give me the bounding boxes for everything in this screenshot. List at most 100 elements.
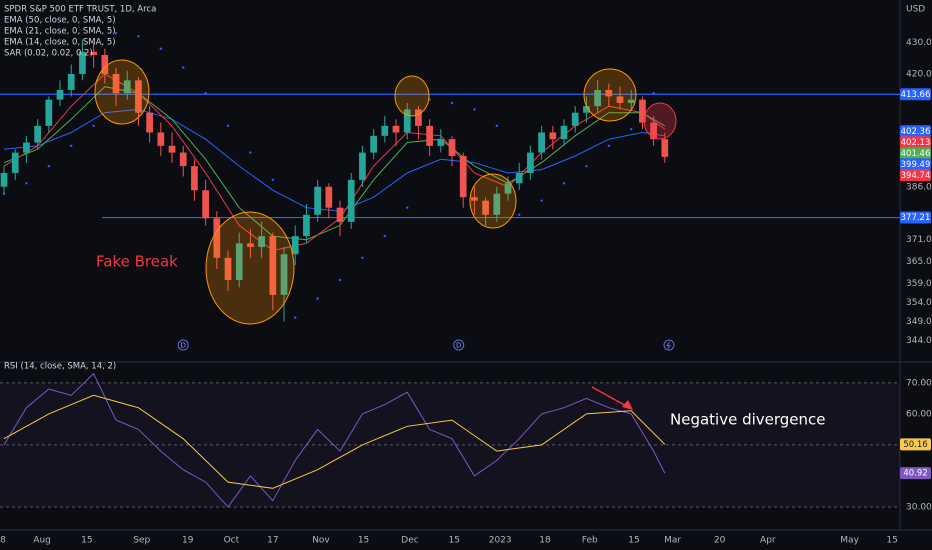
candle-body <box>168 145 176 153</box>
sar-dot <box>607 144 611 148</box>
candle-body <box>403 109 411 133</box>
sar-dot <box>450 101 454 105</box>
sar-dot <box>114 32 118 35</box>
highlights <box>94 59 637 325</box>
price-badge <box>900 158 931 171</box>
price-badge-label: 401.46 <box>901 149 931 159</box>
y-tick-label: 349.00 <box>906 317 932 327</box>
candle-body <box>650 122 657 140</box>
candle-body <box>471 197 478 201</box>
x-tick-label: 8 <box>0 536 6 546</box>
highlight-circle <box>394 75 430 117</box>
sar-dot <box>159 47 163 50</box>
event-marker <box>453 339 465 351</box>
candle-body <box>504 183 512 194</box>
candle-body <box>437 139 445 146</box>
sar-dot <box>137 35 140 38</box>
price-badge <box>900 467 931 480</box>
price-badge-label: 377.21 <box>901 213 931 223</box>
sar-dot <box>249 151 252 154</box>
candle-body <box>594 89 601 107</box>
sar-dot <box>316 297 319 300</box>
price-badge <box>900 147 931 160</box>
candle-body <box>459 155 467 198</box>
legend-entry: EMA (14, close, 0, SMA, 5) <box>4 38 116 48</box>
y-tick-label: 430.00 <box>906 38 932 48</box>
x-tick-label: Dec <box>401 536 418 546</box>
candle-body <box>224 257 232 280</box>
y-tick-label: 365.00 <box>906 257 932 267</box>
candle-body <box>90 51 97 56</box>
y-tick-label: 354.00 <box>906 298 932 308</box>
x-tick-label: Mar <box>664 536 681 546</box>
y-tick-label: 420.00 <box>906 69 932 79</box>
highlight-circle <box>205 211 295 325</box>
y-tick-label: 70.00 <box>906 378 932 388</box>
candle-body <box>146 112 153 133</box>
price-badge-label: 40.92 <box>903 469 927 479</box>
price-badge <box>900 88 931 101</box>
sar-dot <box>271 178 275 182</box>
candle-body <box>426 125 433 146</box>
sar-dot <box>562 182 566 185</box>
x-tick-label: 2023 <box>489 536 512 546</box>
event-label: D <box>456 342 461 350</box>
candle-body <box>493 193 501 215</box>
candle-body <box>213 218 221 258</box>
candle-body <box>269 236 277 295</box>
marks: 430.00 420.00 386.00 371.00 365.00 359.00 354.… <box>0 16 932 546</box>
price-badge-label: 413.66 <box>901 90 931 100</box>
candle-body <box>359 152 366 180</box>
candle-body <box>392 125 400 133</box>
legend-entry: SAR (0.02, 0.02, 0.2) <box>4 49 93 59</box>
candle-body <box>415 109 422 126</box>
y-tick-label: 60.00 <box>906 409 932 419</box>
rsi-title: RSI (14, close, SMA, 14, 2) <box>4 362 116 372</box>
candle-body <box>34 125 41 143</box>
event-label: D <box>181 342 186 350</box>
candle-body <box>280 254 288 295</box>
sar-dot <box>226 124 230 128</box>
price-badge <box>900 136 931 149</box>
candle-body <box>527 152 534 173</box>
x-tick-label: Aug <box>33 536 51 546</box>
candle-body <box>157 132 165 146</box>
candle-body <box>101 55 109 74</box>
candle-body <box>247 243 254 247</box>
candle-body <box>482 200 489 215</box>
candle-body <box>549 132 557 140</box>
candle-body <box>370 135 377 153</box>
sar-dot <box>47 164 51 168</box>
sar-dot <box>70 144 73 148</box>
x-tick-label: 15 <box>81 536 92 546</box>
candle-body <box>627 99 635 103</box>
price-badge-label: 399.49 <box>901 160 931 170</box>
indicator-line <box>3 372 666 508</box>
symbol-title: SPDR S&P 500 ETF TRUST, 1D, Arca <box>4 5 156 15</box>
candle-body <box>56 89 64 100</box>
sar-dot <box>204 91 207 95</box>
candle-body <box>381 125 389 136</box>
price-badge <box>900 169 931 182</box>
candle-body <box>179 152 187 167</box>
candle-body <box>191 166 198 191</box>
price-badge <box>900 438 931 451</box>
x-tick-label: Sep <box>133 536 150 546</box>
legend-entry: EMA (50, close, 0, SMA, 5) <box>4 16 116 26</box>
sar-dot <box>383 234 387 238</box>
x-tick-label: 20 <box>714 536 726 546</box>
sar-dot <box>361 256 364 260</box>
y-tick-label: 371.00 <box>906 235 932 245</box>
price-badge <box>900 125 931 138</box>
candle-body <box>79 51 86 74</box>
sar-dot <box>473 108 476 111</box>
candle-body <box>0 172 8 187</box>
candle-body <box>448 139 456 156</box>
candle-body <box>112 73 120 94</box>
candle-body <box>583 106 590 113</box>
y-tick-label: 359.00 <box>906 279 932 289</box>
candle-body <box>616 96 624 103</box>
annotation: Fake Break <box>96 253 178 271</box>
annotation: Negative divergence <box>670 411 826 429</box>
sar-dot <box>540 199 543 202</box>
